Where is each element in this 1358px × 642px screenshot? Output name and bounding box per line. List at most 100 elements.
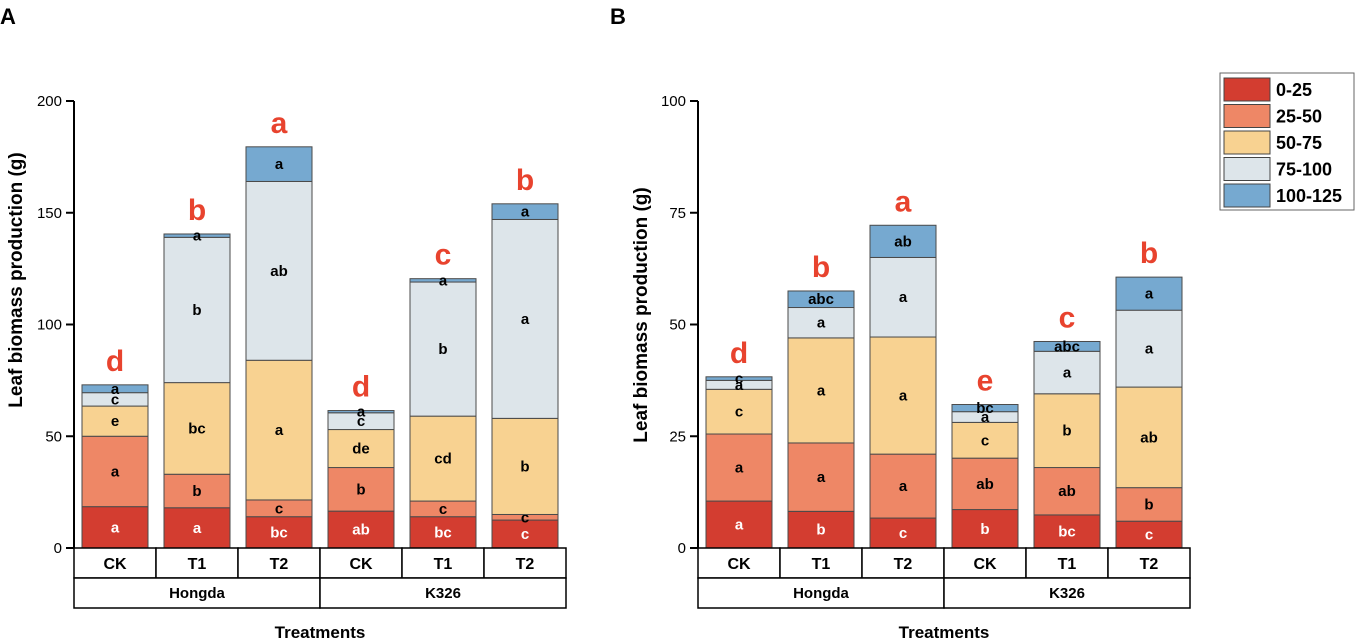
bar-segment-25-50 [869,453,937,519]
stacked-bar: bc ab b a abc c [1033,301,1101,549]
panel-b-y-ticks: 0 25 50 75 100 [661,93,698,557]
total-significance-letter: c [1059,301,1076,334]
category-cell [155,547,239,579]
total-significance-letter: a [895,185,912,218]
bar-segment-100-125 [163,233,231,238]
stacked-bar: c a a a ab a [869,185,937,549]
y-tick-label: 25 [669,428,686,445]
legend-swatch [1223,130,1271,155]
bar-segment-75-100 [1115,309,1183,388]
bar-segment-label: a [521,204,530,221]
bar-segment-label: a [735,517,744,534]
bar-segment-100-125 [491,203,559,220]
bar-segment-50-75 [869,336,937,455]
bar-segment-label: bc [188,420,206,437]
bar-segment-25-50 [163,473,231,509]
bar-segment-label: b [192,483,201,500]
category-cell [1025,547,1109,579]
y-tick-label: 0 [678,540,686,557]
group-label: Hongda [169,585,225,602]
panel-b-y-axis-title: Leaf biomass production (g) [631,187,652,442]
bar-segment-label: cd [434,451,452,468]
bar-segment-label: ab [894,233,912,250]
bar-segment-50-75 [81,405,149,437]
bar-segment-label: b [192,302,201,319]
bar-segment-label: abc [808,291,834,308]
category-label: T2 [894,556,913,573]
panel-b-label: B [610,4,626,29]
bar-segment-label: de [352,441,370,458]
bar-segment-label: bc [1058,523,1076,540]
legend-label: 100-125 [1276,186,1342,206]
panel-b-x-axis-title: Treatments [899,623,990,642]
bar-segment-label: b [438,341,447,358]
legend-swatch [1223,104,1271,128]
legend: 0-25 25-50 50-75 75-100 100-125 [1219,72,1355,211]
legend-swatch [1223,183,1271,208]
bar-segment-label: a [275,422,284,439]
category-label: CK [103,556,127,573]
bar-segment-label: b [520,458,529,475]
bar-segment-0-25 [787,510,855,549]
bar-segment-50-75 [1115,386,1183,489]
bar-segment-50-75 [491,417,559,515]
bar-segment-50-75 [1033,393,1101,469]
bar-segment-label: a [735,377,744,394]
bar-segment-0-25 [163,507,231,549]
y-tick-label: 200 [37,93,62,110]
bar-segment-label: b [816,522,825,539]
bar-segment-label: b [356,481,365,498]
stacked-bar: b a a a abc b [787,251,855,549]
bar-segment-label: a [817,469,826,486]
bar-segment-label: a [817,382,826,399]
bar-segment-75-100 [869,256,937,338]
legend-label: 50-75 [1276,133,1322,153]
total-significance-letter: d [730,337,748,370]
category-label: T1 [434,556,453,573]
y-tick-label: 50 [669,317,686,334]
category-label: T1 [1058,556,1077,573]
legend-label: 0-25 [1276,80,1312,100]
bar-segment-0-25 [869,517,937,549]
bar-segment-label: bc [270,524,288,541]
category-cell [319,547,403,579]
bar-segment-100-125 [787,290,855,309]
bar-segment-label: a [899,289,908,306]
group-cell [697,577,945,609]
category-label: CK [973,556,997,573]
bar-segment-75-100 [245,180,313,361]
bar-segment-label: b [1144,496,1153,513]
panel-b-category-axis: CK T1 T2 CK T1 T2 Hongda K326 [697,547,1191,609]
bar-segment-100-125 [327,410,395,414]
panel-a-bars: aaecadabbcbabbccaabaaabbdecadbcccdbacccb… [81,107,559,549]
y-tick-label: 75 [669,205,686,222]
bar-segment-label: a [521,311,530,328]
bar-segment-label: ab [352,522,370,539]
bar-segment-label: e [111,413,119,430]
bar-segment-label: c [735,404,743,421]
legend-label: 25-50 [1276,107,1322,127]
bar-segment-label: a [111,463,120,480]
y-tick-label: 50 [45,428,62,445]
bar-segment-label: c [111,391,119,408]
bar-segment-label: a [735,460,744,477]
total-significance-letter: b [516,164,534,197]
bar-segment-25-50 [787,442,855,512]
bar-segment-label: ab [270,263,288,280]
total-significance-letter: b [1140,237,1158,270]
panel-b-bars: aacacdbaaaabcbcaaaabababcabcebcabbaabccc… [705,185,1183,549]
bar-segment-25-50 [81,435,149,508]
group-cell [943,577,1191,609]
category-label: T1 [812,556,831,573]
category-label: T2 [270,556,289,573]
panel-a: A Leaf biomass production (g) 0 50 100 150 2… [0,4,567,642]
category-label: CK [349,556,373,573]
bar-segment-100-125 [409,278,477,283]
panel-a-y-axis-title: Leaf biomass production (g) [6,152,27,407]
legend-swatch [1223,77,1271,102]
category-label: T2 [516,556,535,573]
stacked-bar: ab b de cad [327,371,395,549]
bar-segment-label: bc [976,400,994,417]
